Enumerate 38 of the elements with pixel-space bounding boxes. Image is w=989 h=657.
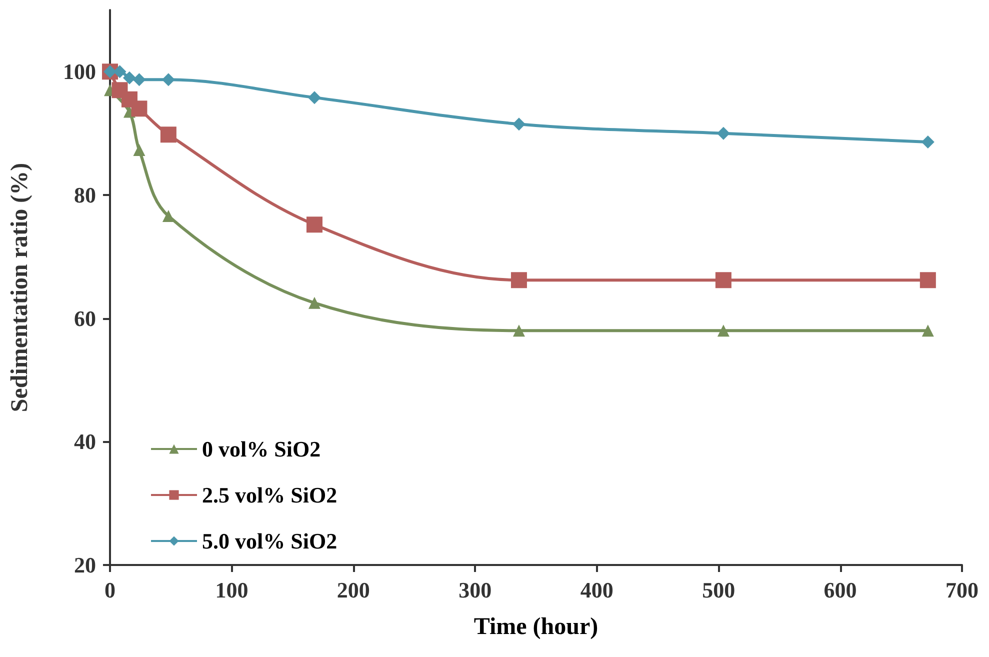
y-tick-label: 100: [63, 59, 96, 84]
x-tick-label: 500: [702, 578, 736, 602]
y-tick-label: 60: [74, 306, 96, 331]
x-tick-label: 100: [215, 578, 248, 602]
point: [717, 324, 730, 337]
point: [122, 71, 136, 84]
y-axis-title: Sedimentation ratio (%): [7, 162, 33, 412]
point: [113, 65, 126, 78]
point: [133, 144, 146, 156]
point: [920, 272, 936, 288]
point: [510, 272, 527, 288]
point: [160, 126, 176, 143]
x-axis-title: Time (hour): [474, 614, 598, 640]
point: [512, 324, 525, 337]
legend-label: 5.0 vol% SiO2: [202, 528, 338, 554]
point: [162, 73, 175, 86]
point: [132, 73, 146, 86]
x-tick-label: 300: [458, 578, 492, 602]
legend-label: 2.5 vol% SiO2: [202, 482, 338, 508]
y-tick-label: 80: [74, 182, 96, 208]
point: [162, 210, 174, 222]
point: [921, 135, 934, 148]
point: [512, 118, 526, 131]
point: [715, 272, 732, 288]
legend-label: 0 vol% SiO2: [202, 436, 321, 462]
y-tick-label: 20: [74, 552, 96, 578]
point: [308, 296, 320, 309]
x-tick-label: 400: [580, 578, 614, 602]
point: [922, 324, 934, 337]
x-tick-label: 0: [104, 578, 116, 602]
y-tick-label: 40: [74, 429, 96, 454]
point: [716, 126, 730, 140]
point: [308, 91, 321, 104]
point: [131, 100, 148, 117]
x-tick-label: 700: [946, 578, 978, 602]
x-tick-label: 200: [336, 578, 370, 602]
point: [306, 216, 322, 233]
x-tick-label: 600: [824, 578, 857, 602]
